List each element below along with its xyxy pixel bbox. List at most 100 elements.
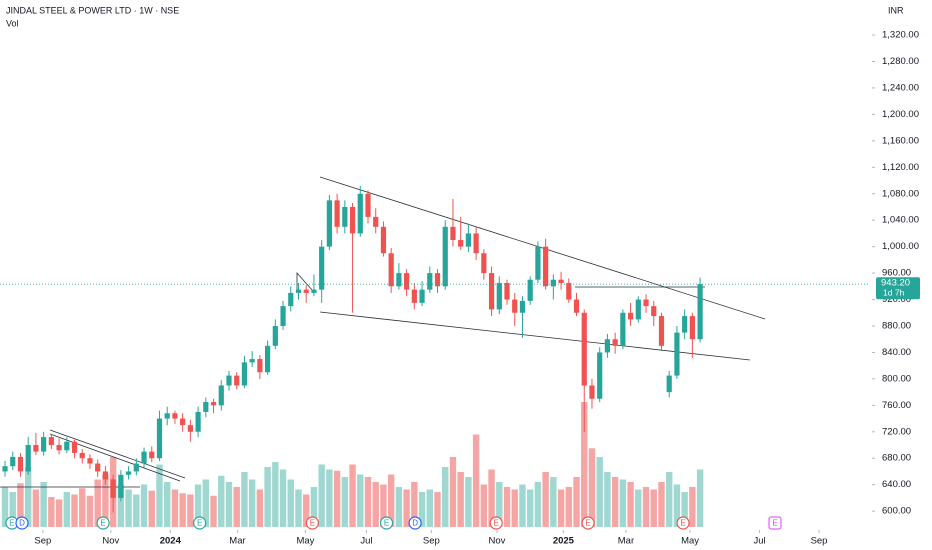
countdown: 1d 7h <box>883 287 905 297</box>
volume-bar <box>611 477 619 527</box>
volume-bar <box>542 472 549 527</box>
candle-body <box>404 273 410 290</box>
candle-body <box>365 193 371 217</box>
volume-bar <box>550 477 557 527</box>
volume-bar <box>434 492 441 527</box>
volume-bar <box>480 484 488 527</box>
candle-body <box>17 456 24 472</box>
volume-bar <box>32 489 40 527</box>
candle-body <box>265 345 271 373</box>
volume-bar <box>581 402 588 527</box>
candle-body <box>519 300 526 313</box>
y-tick-label: 640.00 <box>882 479 911 490</box>
volume-bar <box>364 477 372 527</box>
volume-bar <box>202 479 210 527</box>
volume-bar <box>264 467 271 527</box>
y-tick-label: 1,240.00 <box>882 82 919 93</box>
volume-bar <box>534 482 542 527</box>
volume-bar <box>387 474 395 527</box>
candle-body <box>543 246 549 287</box>
event-marker <box>581 516 595 530</box>
candle-body <box>682 316 688 333</box>
candle-body <box>442 226 448 287</box>
volume-bar <box>9 492 16 527</box>
y-tick-label: 920.00 <box>882 294 911 305</box>
volume-bar <box>333 470 341 527</box>
volume-bar <box>310 487 318 527</box>
candle-body <box>110 479 116 498</box>
y-tick-label: 1,160.00 <box>882 135 919 146</box>
volume-bar <box>241 472 248 527</box>
volume-bar <box>55 499 63 527</box>
candle-body <box>396 273 402 287</box>
candle-body <box>226 375 232 386</box>
candle-body <box>465 233 472 247</box>
volume-bar <box>63 492 71 527</box>
y-tick-label: 880.00 <box>882 321 911 332</box>
y-tick-label: 680.00 <box>882 453 911 464</box>
candle-body <box>141 451 147 464</box>
candle-body <box>102 471 109 480</box>
volume-bar <box>179 493 186 527</box>
volume-bar <box>79 488 86 527</box>
trendline <box>296 271 314 292</box>
price-label-box <box>876 277 920 300</box>
event-label: E <box>680 519 685 528</box>
volume-bar <box>357 474 364 527</box>
y-tick-label: 600.00 <box>882 506 911 517</box>
candle-body <box>218 385 224 406</box>
price-label: 943.20 <box>881 278 910 289</box>
volume-bar <box>650 489 657 527</box>
y-tick-label: 1,040.00 <box>882 215 919 226</box>
event-marker <box>96 516 110 530</box>
volume-bar <box>86 495 94 527</box>
candle-body <box>481 253 487 274</box>
volume-bar <box>565 487 573 527</box>
volume-bar <box>326 469 333 527</box>
candle-body <box>41 437 47 452</box>
volume-bar <box>233 487 240 527</box>
event-marker <box>489 516 503 530</box>
volume-bar <box>596 457 603 527</box>
candle-body <box>172 413 178 419</box>
y-tick-label: 1,080.00 <box>882 188 919 199</box>
x-tick-label: Nov <box>102 536 119 547</box>
candle-body <box>697 284 703 340</box>
volume-bar <box>24 467 32 527</box>
y-tick-label: 960.00 <box>882 268 911 279</box>
volume-bar <box>403 489 410 527</box>
event-marker <box>408 516 422 530</box>
volume-bar <box>465 477 472 527</box>
trendline <box>49 429 186 479</box>
candle-body <box>349 206 356 234</box>
volume-bar <box>496 482 503 527</box>
volume-bar <box>218 475 225 527</box>
candle-body <box>125 471 132 475</box>
event-label: D <box>412 519 418 528</box>
volume-bar <box>380 484 387 527</box>
candle-body <box>334 200 340 227</box>
candle-body <box>434 273 441 287</box>
event-marker <box>193 516 207 530</box>
volume-bar <box>171 489 179 527</box>
volume-bar <box>48 497 55 527</box>
event-label: E <box>310 519 315 528</box>
candle-body <box>496 283 502 310</box>
volume-bar <box>557 489 565 527</box>
candle-body <box>604 339 611 353</box>
candle-body <box>156 418 163 459</box>
candles <box>2 185 703 513</box>
candle-body <box>550 279 556 287</box>
candle-body <box>458 240 464 247</box>
candle-body <box>33 445 39 452</box>
volume-bar <box>71 494 78 527</box>
volume-bar <box>619 479 627 527</box>
candle-body <box>234 375 240 386</box>
candle-body <box>326 200 332 247</box>
y-tick-label: 1,280.00 <box>882 56 919 67</box>
volume-bar <box>411 482 418 527</box>
event-marker <box>768 516 782 530</box>
volume-bar <box>295 489 302 527</box>
x-tick-label: Sep <box>811 536 828 547</box>
volume-bar <box>681 492 688 527</box>
